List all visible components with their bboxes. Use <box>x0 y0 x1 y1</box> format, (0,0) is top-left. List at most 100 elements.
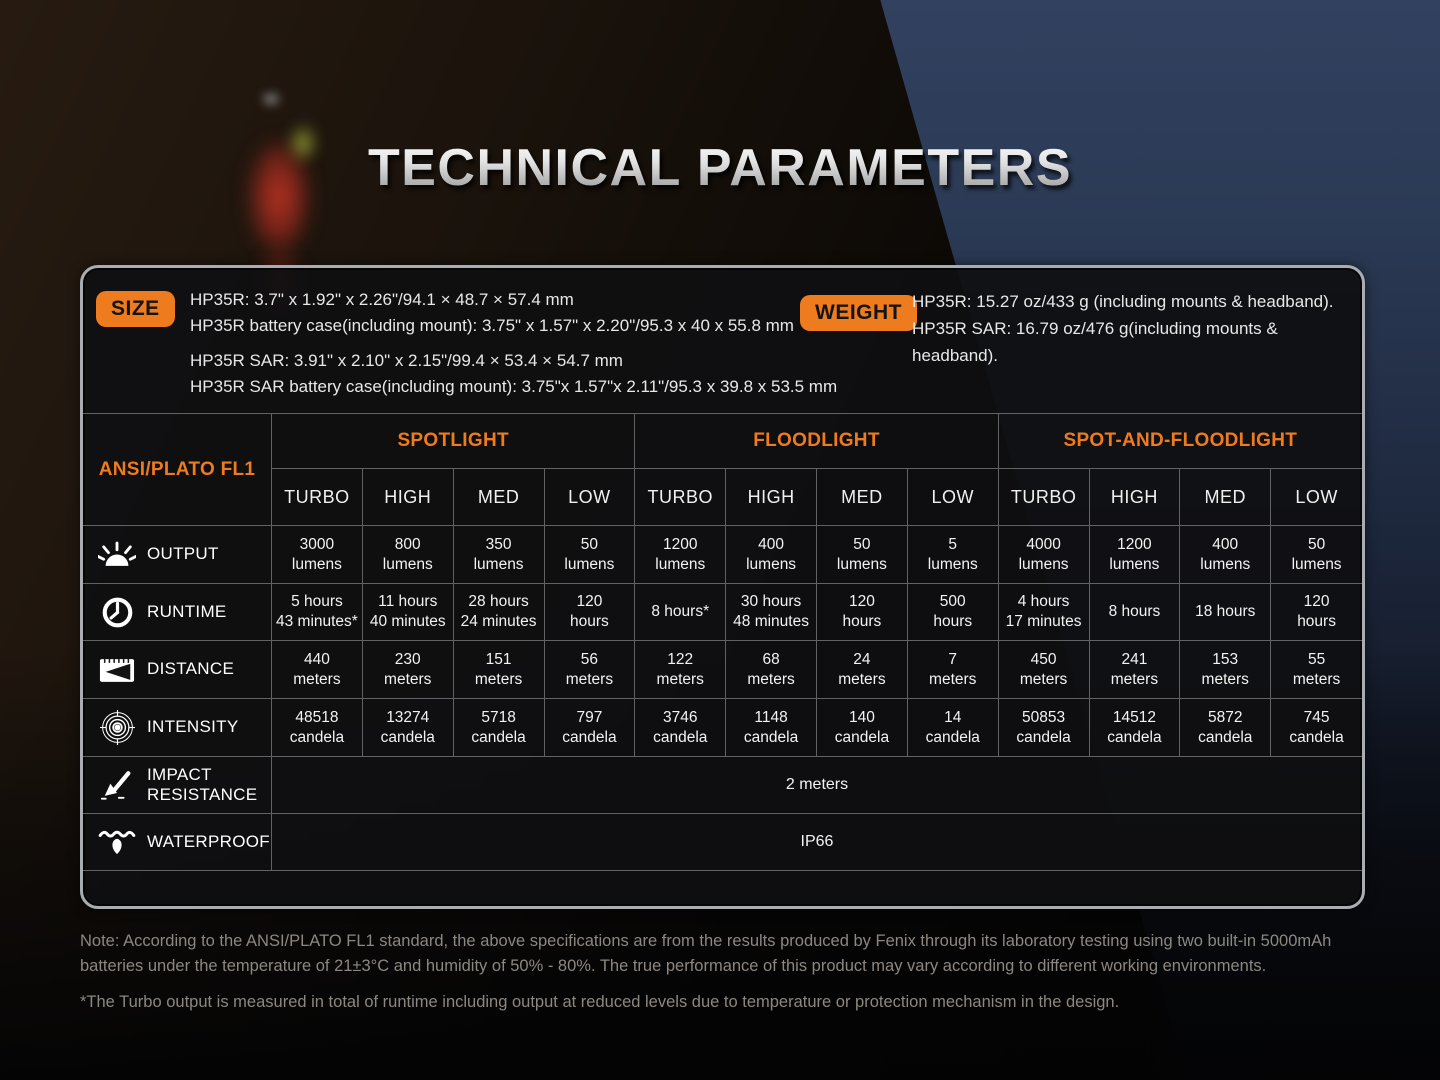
table-cell-intensity-11: 745 candela <box>1271 699 1362 757</box>
row-label-impact-resistance: IMPACT RESISTANCE <box>83 757 272 814</box>
table-cell-output-0: 3000 lumens <box>272 526 363 584</box>
mode-header-turbo: TURBO <box>272 469 363 526</box>
table-cell-intensity-4: 3746 candela <box>635 699 727 757</box>
table-cell-distance-1: 230 meters <box>362 641 454 699</box>
mode-header-high: HIGH <box>362 469 454 526</box>
impact-arrow-icon <box>95 770 139 801</box>
notes: Note: According to the ANSI/PLATO FL1 st… <box>80 929 1380 1015</box>
mode-header-low: LOW <box>907 469 999 526</box>
row-label-intensity: INTENSITY <box>83 699 272 757</box>
mode-header-low: LOW <box>544 469 636 526</box>
page-title: TECHNICAL PARAMETERS <box>0 138 1440 198</box>
size-line: HP35R battery case(including mount): 3.7… <box>190 316 794 335</box>
weight-line: HP35R SAR: 16.79 oz/476 g(including moun… <box>912 319 1278 365</box>
row-label-text: IMPACT RESISTANCE <box>147 764 258 804</box>
row-label-text: INTENSITY <box>147 717 239 737</box>
table-cell-intensity-9: 14512 candela <box>1089 699 1181 757</box>
table-cell-intensity-1: 13274 candela <box>362 699 454 757</box>
row-label-text: WATERPROOF <box>147 831 270 851</box>
table-cell-distance-2: 151 meters <box>453 641 545 699</box>
weight-line: HP35R: 15.27 oz/433 g (including mounts … <box>912 292 1334 311</box>
table-cell-output-2: 350 lumens <box>453 526 545 584</box>
table-cell-distance-9: 241 meters <box>1089 641 1181 699</box>
spec-table: ANSI/PLATO FL1 SPOTLIGHT FLOODLIGHT SPOT-AN… <box>83 413 1362 871</box>
row-label-runtime: RUNTIME <box>83 584 272 641</box>
table-cell-output-5: 400 lumens <box>726 526 817 584</box>
size-badge: SIZE <box>96 291 175 327</box>
table-cell-output-7: 5 lumens <box>907 526 999 584</box>
weight-specs: HP35R: 15.27 oz/433 g (including mounts … <box>912 288 1362 369</box>
table-cell-intensity-3: 797 candela <box>544 699 636 757</box>
group-header-spotlight: SPOTLIGHT <box>272 414 636 469</box>
table-cell-intensity-6: 140 candela <box>817 699 908 757</box>
row-label-waterproof: WATERPROOF <box>83 814 272 871</box>
table-cell-intensity-7: 14 candela <box>907 699 999 757</box>
table-cell-runtime-4: 8 hours* <box>635 584 727 641</box>
table-cell-intensity-0: 48518 candela <box>272 699 363 757</box>
table-cell-output-3: 50 lumens <box>544 526 636 584</box>
size-specs: HP35R: 3.7" x 1.92" x 2.26"/94.1 × 48.7 … <box>190 287 837 400</box>
mode-header-turbo: TURBO <box>635 469 727 526</box>
table-cell-distance-7: 7 meters <box>907 641 999 699</box>
row-label-output: OUTPUT <box>83 526 272 584</box>
group-header-spot-and-floodlight: SPOT-AND-FLOODLIGHT <box>998 414 1362 469</box>
table-cell-runtime-6: 120 hours <box>817 584 908 641</box>
mode-header-turbo: TURBO <box>998 469 1090 526</box>
table-cell-distance-6: 24 meters <box>817 641 908 699</box>
intensity-target-icon <box>95 710 139 745</box>
table-cell-waterproof: IP66 <box>272 814 1362 871</box>
table-cell-output-8: 4000 lumens <box>998 526 1090 584</box>
table-cell-output-4: 1200 lumens <box>635 526 727 584</box>
table-cell-runtime-9: 8 hours <box>1089 584 1181 641</box>
table-cell-distance-3: 56 meters <box>544 641 636 699</box>
note-turbo: *The Turbo output is measured in total o… <box>80 993 1120 1011</box>
table-cell-distance-8: 450 meters <box>998 641 1090 699</box>
size-line: HP35R: 3.7" x 1.92" x 2.26"/94.1 × 48.7 … <box>190 290 574 309</box>
row-label-text: RUNTIME <box>147 601 227 621</box>
weight-badge: WEIGHT <box>800 295 917 331</box>
mode-header-med: MED <box>817 469 908 526</box>
output-sun-icon <box>95 541 139 568</box>
table-cell-runtime-11: 120 hours <box>1271 584 1362 641</box>
row-label-text: OUTPUT <box>147 544 219 564</box>
table-cell-intensity-2: 5718 candela <box>453 699 545 757</box>
note-standard: Note: According to the ANSI/PLATO FL1 st… <box>80 932 1332 975</box>
group-header-floodlight: FLOODLIGHT <box>635 414 999 469</box>
mode-header-high: HIGH <box>726 469 817 526</box>
table-corner-label: ANSI/PLATO FL1 <box>83 414 272 526</box>
mode-header-med: MED <box>453 469 545 526</box>
table-cell-runtime-2: 28 hours 24 minutes <box>453 584 545 641</box>
spec-panel: SIZE HP35R: 3.7" x 1.92" x 2.26"/94.1 × … <box>80 265 1365 909</box>
size-line: HP35R SAR: 3.91" x 2.10" x 2.15"/99.4 × … <box>190 351 623 370</box>
table-cell-distance-11: 55 meters <box>1271 641 1362 699</box>
table-cell-intensity-8: 50853 candela <box>998 699 1090 757</box>
table-cell-output-11: 50 lumens <box>1271 526 1362 584</box>
table-cell-runtime-5: 30 hours 48 minutes <box>726 584 817 641</box>
table-cell-output-1: 800 lumens <box>362 526 454 584</box>
mode-header-high: HIGH <box>1089 469 1181 526</box>
mode-header-med: MED <box>1180 469 1272 526</box>
table-cell-impact-resistance: 2 meters <box>272 757 1362 814</box>
table-cell-intensity-10: 5872 candela <box>1180 699 1272 757</box>
table-cell-runtime-10: 18 hours <box>1180 584 1272 641</box>
waterproof-drop-icon <box>95 828 139 856</box>
table-cell-runtime-7: 500 hours <box>907 584 999 641</box>
table-cell-runtime-3: 120 hours <box>544 584 636 641</box>
row-label-distance: DISTANCE <box>83 641 272 699</box>
table-cell-runtime-0: 5 hours 43 minutes* <box>272 584 363 641</box>
size-line: HP35R SAR battery case(including mount):… <box>190 377 838 396</box>
table-cell-output-6: 50 lumens <box>817 526 908 584</box>
table-cell-output-10: 400 lumens <box>1180 526 1272 584</box>
table-cell-intensity-5: 1148 candela <box>726 699 817 757</box>
table-cell-distance-10: 153 meters <box>1180 641 1272 699</box>
table-cell-distance-5: 68 meters <box>726 641 817 699</box>
table-cell-output-9: 1200 lumens <box>1089 526 1181 584</box>
table-cell-distance-4: 122 meters <box>635 641 727 699</box>
mode-header-low: LOW <box>1271 469 1362 526</box>
row-label-text: DISTANCE <box>147 659 235 679</box>
table-cell-runtime-8: 4 hours 17 minutes <box>998 584 1090 641</box>
distance-beam-icon <box>95 656 139 683</box>
table-cell-runtime-1: 11 hours 40 minutes <box>362 584 454 641</box>
runtime-clock-icon <box>95 597 139 628</box>
